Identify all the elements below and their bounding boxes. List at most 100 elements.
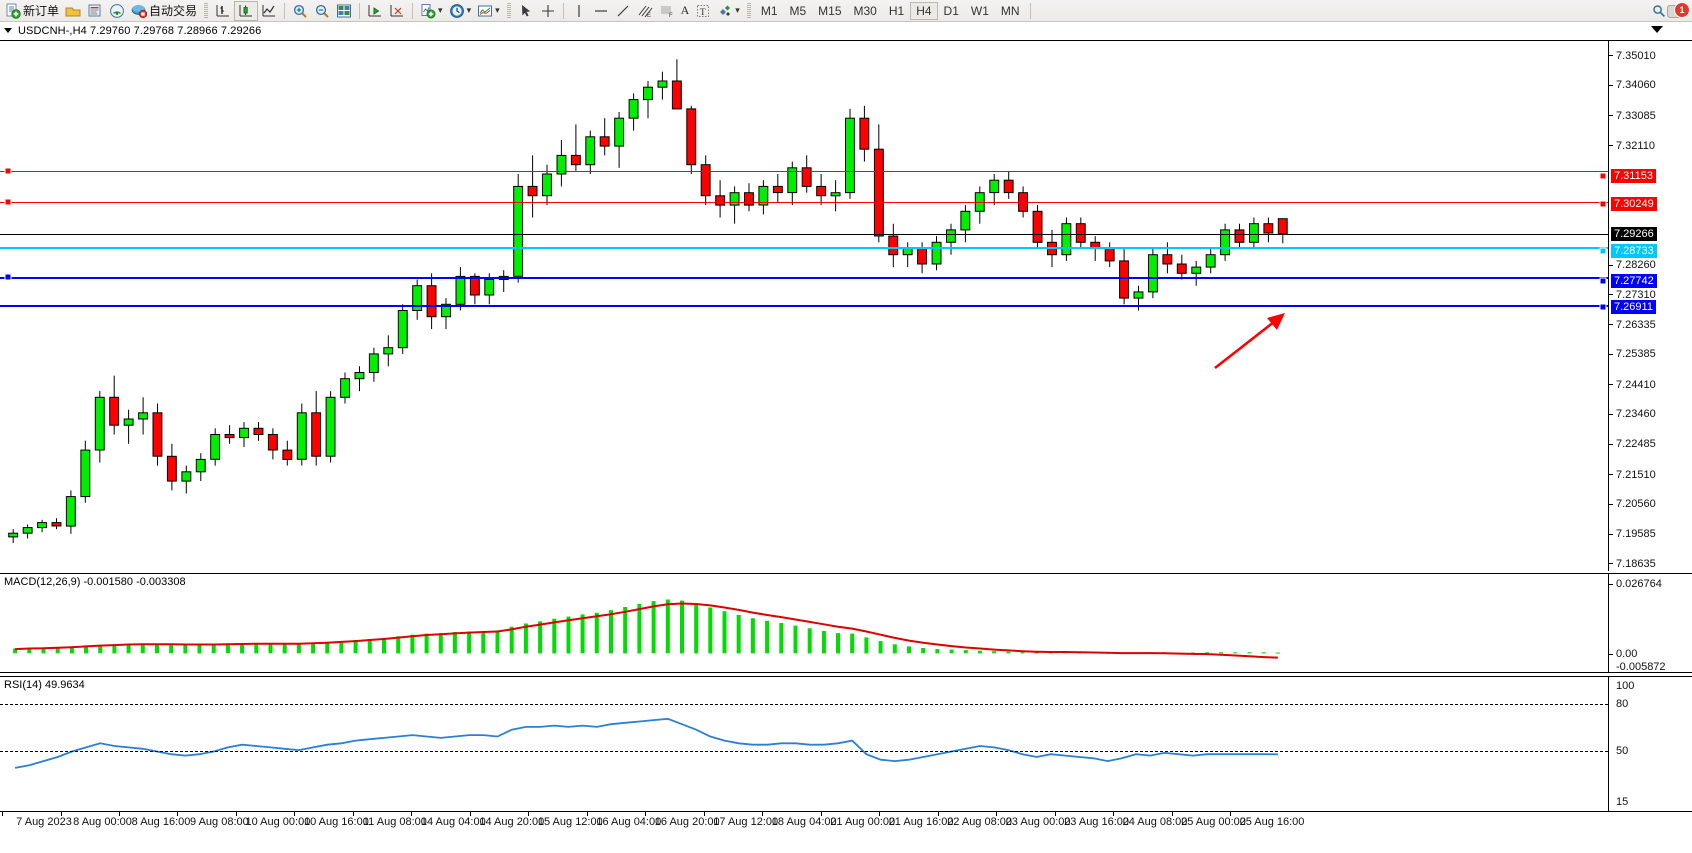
handle-resistance-1[interactable] bbox=[4, 198, 12, 206]
zoom-out-button[interactable] bbox=[311, 1, 333, 21]
templates-button[interactable]: ▾ bbox=[474, 1, 503, 21]
handle-resistance-2[interactable] bbox=[4, 167, 12, 175]
rsi-axis[interactable]: 100 80 50 15 bbox=[1608, 677, 1692, 811]
price-tick-label: 7.27310 bbox=[1616, 288, 1656, 301]
axis-handle-support-1[interactable] bbox=[1599, 277, 1607, 285]
level-line-cyan[interactable] bbox=[0, 247, 1608, 249]
symbol-ohlc-text: USDCNH-,H4 7.29760 7.29768 7.28966 7.292… bbox=[18, 24, 262, 37]
toolbar-grip-3[interactable] bbox=[746, 2, 751, 19]
data-window-button[interactable] bbox=[333, 1, 355, 21]
folder-button[interactable] bbox=[62, 1, 84, 21]
price-axis[interactable]: 7.35010 7.34060 7.33085 7.32110 7.28260 … bbox=[1599, 41, 1692, 571]
timeframe-d1[interactable]: D1 bbox=[943, 3, 959, 18]
price-tick-label: 7.24410 bbox=[1616, 378, 1656, 391]
timeframe-m15[interactable]: M15 bbox=[818, 3, 842, 18]
crosshair-button[interactable] bbox=[537, 1, 559, 21]
time-tick bbox=[879, 812, 881, 816]
macd-plot[interactable]: MACD(12,26,9) -0.001580 -0.003308 bbox=[0, 574, 1608, 672]
notifications-button[interactable]: 1 bbox=[1667, 1, 1690, 20]
toolbar-grip-1[interactable] bbox=[204, 2, 209, 19]
time-axis[interactable]: 7 Aug 2023 8 Aug 00:00 8 Aug 16:00 9 Aug 08… bbox=[0, 811, 1692, 836]
shift-start-icon bbox=[390, 4, 404, 16]
news-button[interactable] bbox=[84, 1, 106, 21]
axis-handle-support-2[interactable] bbox=[1599, 303, 1607, 311]
timeframe-w1[interactable]: W1 bbox=[970, 3, 989, 18]
price-tick-label: 7.35010 bbox=[1616, 49, 1656, 62]
candlestick-chart-button[interactable] bbox=[234, 0, 259, 21]
rsi-tick-100: 100 bbox=[1609, 680, 1634, 692]
signals-button[interactable] bbox=[106, 1, 128, 21]
time-label-19: 24 Aug 08:00 bbox=[1122, 816, 1188, 828]
hline-button[interactable] bbox=[590, 1, 612, 21]
period-dropdown-caret[interactable]: ▾ bbox=[466, 5, 472, 15]
shift-start-button[interactable] bbox=[386, 1, 408, 21]
time-tick bbox=[1113, 812, 1114, 816]
price-tick-12: 7.20560 bbox=[1609, 498, 1656, 510]
vline-button[interactable] bbox=[568, 1, 590, 21]
fibonacci-button[interactable]: F bbox=[656, 1, 678, 21]
level-line-resistance-2[interactable] bbox=[0, 171, 1608, 172]
text-button[interactable]: A bbox=[678, 1, 693, 21]
price-panel[interactable]: 7.35010 7.34060 7.33085 7.32110 7.28260 … bbox=[0, 40, 1692, 571]
symbol-info-bar: USDCNH-,H4 7.29760 7.29768 7.28966 7.292… bbox=[0, 23, 1692, 39]
timeframe-m1[interactable]: M1 bbox=[760, 3, 778, 18]
macd-tick-zero: 0.00 bbox=[1609, 648, 1637, 660]
chart-container[interactable]: 7.35010 7.34060 7.33085 7.32110 7.28260 … bbox=[0, 26, 1692, 853]
new-order-button[interactable]: 新订单 bbox=[2, 1, 62, 21]
trendline-button[interactable] bbox=[612, 1, 634, 21]
folder-icon bbox=[65, 7, 81, 16]
axis-handle-cyan-level[interactable] bbox=[1599, 247, 1607, 255]
axis-handle-resistance-2[interactable] bbox=[1599, 172, 1607, 179]
equidistant-channel-button[interactable]: E bbox=[634, 1, 656, 21]
equidistant-channel-icon: E bbox=[638, 5, 653, 19]
price-tick-2: 7.33085 bbox=[1609, 110, 1656, 122]
shift-end-button[interactable] bbox=[364, 1, 386, 21]
templates-dropdown-caret[interactable]: ▾ bbox=[495, 5, 500, 15]
level-line-support-2[interactable] bbox=[0, 305, 1608, 307]
macd-indicator-label: MACD(12,26,9) -0.001580 -0.003308 bbox=[4, 576, 186, 588]
autotrading-button[interactable]: 自动交易 bbox=[128, 1, 200, 21]
timeframe-h1[interactable]: H1 bbox=[888, 3, 905, 18]
text-label-button[interactable]: T bbox=[692, 1, 714, 21]
objects-button[interactable]: ▾ bbox=[714, 1, 743, 21]
price-tag-cyan-level[interactable]: 7.28733 bbox=[1611, 243, 1657, 258]
price-plot[interactable] bbox=[0, 41, 1608, 571]
price-tick-label: 7.22485 bbox=[1616, 438, 1656, 451]
period-button[interactable]: ▾ bbox=[446, 1, 475, 21]
bar-chart-button[interactable] bbox=[212, 1, 234, 21]
level-line-support-1[interactable] bbox=[0, 277, 1608, 279]
price-tag-support-1[interactable]: 7.27742 bbox=[1611, 274, 1657, 289]
price-tag-support-2[interactable]: 7.26911 bbox=[1611, 300, 1656, 315]
macd-panel[interactable]: MACD(12,26,9) -0.001580 -0.003308 0.0267… bbox=[0, 573, 1692, 673]
indicator-dropdown-caret[interactable]: ▾ bbox=[438, 5, 443, 15]
chart-dropdown-icon[interactable] bbox=[4, 28, 12, 33]
time-label-2: 8 Aug 16:00 bbox=[131, 816, 191, 828]
price-tag-resistance-2[interactable]: 7.31153 bbox=[1611, 168, 1656, 183]
zoom-in-button[interactable] bbox=[289, 1, 311, 21]
search-button[interactable] bbox=[1648, 1, 1670, 21]
timeframe-m5[interactable]: M5 bbox=[789, 3, 807, 18]
rsi-plot[interactable]: RSI(14) 49.9634 bbox=[0, 677, 1608, 811]
price-tag-resistance-1[interactable]: 7.30249 bbox=[1611, 196, 1657, 211]
add-indicator-button[interactable]: ▾ bbox=[417, 1, 446, 21]
line-chart-button[interactable] bbox=[258, 1, 280, 21]
timeframe-m30[interactable]: M30 bbox=[853, 3, 877, 18]
toolbar-sep-2 bbox=[359, 2, 361, 19]
handle-support-1[interactable] bbox=[4, 273, 12, 281]
rsi-panel[interactable]: RSI(14) 49.9634 100 80 50 15 bbox=[0, 676, 1692, 811]
axis-handle-resistance-1[interactable] bbox=[1599, 200, 1607, 207]
price-tick-3: 7.32110 bbox=[1609, 140, 1655, 152]
cursor-button[interactable] bbox=[515, 1, 537, 21]
timeframe-mn[interactable]: MN bbox=[1000, 3, 1020, 18]
timeframe-h4[interactable]: H4 bbox=[910, 1, 938, 20]
toolbar-sep-4 bbox=[562, 2, 564, 19]
objects-dropdown-caret[interactable]: ▾ bbox=[735, 5, 740, 15]
level-line-resistance-1[interactable] bbox=[0, 202, 1608, 203]
price-tag-current-price[interactable]: 7.29266 bbox=[1611, 227, 1657, 241]
new-order-label: 新订单 bbox=[23, 4, 60, 18]
macd-tick-zero-label: 0.00 bbox=[1616, 648, 1638, 660]
toolbar-grip-2[interactable] bbox=[506, 2, 511, 19]
time-label-5: 10 Aug 16:00 bbox=[303, 816, 369, 828]
macd-axis[interactable]: 0.026764 0.00 -0.005872 bbox=[1608, 574, 1692, 673]
price-tick-label: 7.34060 bbox=[1616, 79, 1656, 92]
